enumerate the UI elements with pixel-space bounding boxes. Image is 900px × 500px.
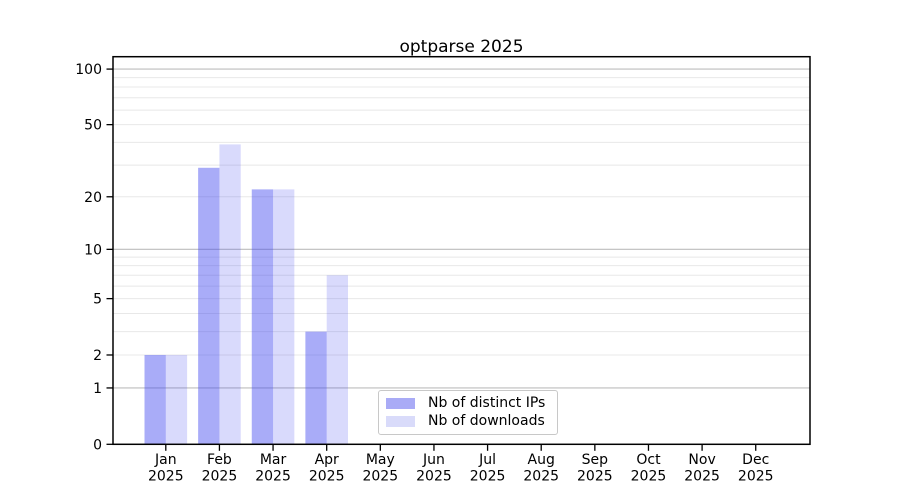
bar-feb-downloads	[219, 144, 241, 445]
gridlines	[113, 68, 810, 389]
y-tick-label: 50	[84, 118, 102, 134]
y-tick-label: 20	[84, 190, 102, 206]
legend-swatch-distinct-ips	[386, 398, 415, 409]
x-tick-label: Apr 2025	[309, 452, 345, 485]
bar-mar-distinct-ips	[251, 189, 274, 445]
x-tick-label: Aug 2025	[523, 452, 559, 485]
x-tick-label: Dec 2025	[738, 452, 774, 485]
tick-labels: 0 1 2 5 10 20 50 100 Jan 2025 Feb 2025 Mar 2025 Apr 202…	[75, 62, 773, 484]
bar-jan-downloads	[165, 354, 188, 445]
chart-title: optparse 2025	[399, 37, 524, 57]
legend: Nb of distinct IPs Nb of downloads	[378, 390, 558, 435]
x-tick-label: Mar 2025	[255, 452, 291, 485]
x-tick-label: Sep 2025	[577, 452, 613, 485]
x-tick-label: Nov 2025	[684, 452, 720, 485]
bar-apr-distinct-ips	[305, 331, 327, 445]
bar-mar-downloads	[273, 189, 295, 445]
y-tick-label: 5	[93, 292, 102, 308]
axes	[112, 55, 811, 446]
y-tick-label: 100	[75, 62, 102, 78]
bar-jan-distinct-ips	[144, 354, 166, 445]
bar-apr-downloads	[326, 275, 348, 445]
x-tick-label: Oct 2025	[631, 452, 667, 485]
x-tick-label: Jun 2025	[416, 452, 452, 485]
tick-marks	[106, 68, 757, 451]
legend-entry-distinct-ips: Nb of distinct IPs	[386, 396, 549, 411]
y-tick-label: 10	[84, 242, 102, 258]
y-tick-label: 0	[93, 437, 102, 453]
x-tick-label: Jul 2025	[470, 452, 506, 485]
legend-label-downloads: Nb of downloads	[428, 413, 545, 429]
legend-label-distinct-ips: Nb of distinct IPs	[428, 395, 546, 411]
bar-feb-distinct-ips	[198, 167, 220, 445]
x-tick-label: Feb 2025	[202, 452, 238, 485]
y-tick-label: 1	[93, 381, 102, 397]
legend-entry-downloads: Nb of downloads	[386, 414, 549, 429]
x-tick-label: May 2025	[362, 452, 398, 485]
x-tick-label: Jan 2025	[148, 452, 184, 485]
plot-frame	[112, 55, 811, 446]
legend-swatch-downloads	[386, 416, 415, 427]
bars	[144, 144, 348, 445]
y-tick-label: 2	[93, 348, 102, 364]
